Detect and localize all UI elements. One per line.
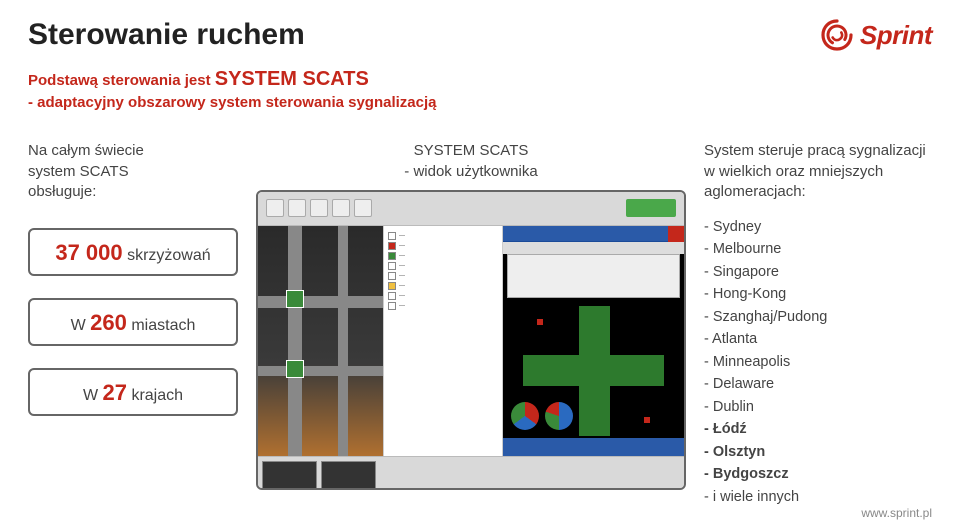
detail-tabs: [503, 242, 684, 254]
city-item: - Delaware: [704, 373, 932, 395]
toolbar-button: [332, 199, 350, 217]
detail-table: [507, 254, 680, 298]
pie-chart-icon: [511, 402, 539, 430]
screenshot-detail: [503, 226, 684, 456]
left-intro-3: obsługuje:: [28, 183, 96, 200]
slide: Sterowanie ruchem Podstawą sterowania je…: [0, 0, 960, 530]
stat3-prefix: W: [83, 387, 103, 404]
left-intro-2: system SCATS: [28, 163, 129, 180]
detail-titlebar: [503, 226, 684, 242]
toolbar-button: [354, 199, 372, 217]
scats-screenshot: — — — — — — — —: [256, 190, 686, 490]
screenshot-map: [258, 226, 383, 456]
toolbar-button: [266, 199, 284, 217]
stat3-label: krajach: [127, 387, 183, 404]
stat2-label: miastach: [127, 317, 195, 334]
subtitle-line2: - adaptacyjny obszarowy system sterowani…: [28, 93, 820, 113]
city-item: - Hong-Kong: [704, 283, 932, 305]
left-intro-1: Na całym świecie: [28, 142, 144, 159]
pie-chart-icon: [545, 402, 573, 430]
right-intro: System steruje pracą sygnalizacji w wiel…: [704, 141, 932, 202]
city-item: - Łódź: [704, 418, 932, 440]
subtitle: Podstawą sterowania jest SYSTEM SCATS - …: [28, 66, 820, 113]
city-list: - Sydney- Melbourne- Singapore- Hong-Kon…: [704, 216, 932, 508]
city-item: - Dublin: [704, 396, 932, 418]
stat1-value: 37 000: [55, 240, 122, 265]
footer-url: www.sprint.pl: [861, 506, 932, 520]
screenshot-legend: — — — — — — — —: [383, 226, 503, 456]
middle-column: SYSTEM SCATS - widok użytkownika: [256, 141, 686, 490]
left-column: Na całym świecie system SCATS obsługuje:…: [28, 141, 238, 416]
page-title: Sterowanie ruchem: [28, 18, 820, 52]
screenshot-toolbar: [258, 192, 684, 226]
detail-statusbar: [503, 438, 684, 456]
header: Sterowanie ruchem Podstawą sterowania je…: [28, 18, 932, 113]
city-item: - Melbourne: [704, 238, 932, 260]
right-column: System steruje pracą sygnalizacji w wiel…: [704, 141, 932, 508]
close-icon: [668, 226, 684, 242]
screenshot-footer: [258, 456, 684, 490]
thumbnail: [262, 461, 317, 489]
city-item: - Sydney: [704, 216, 932, 238]
stat-box-countries: W 27 krajach: [28, 368, 238, 416]
logo: Sprint: [820, 18, 932, 52]
city-item: - Minneapolis: [704, 351, 932, 373]
city-item: - Atlanta: [704, 328, 932, 350]
left-intro: Na całym świecie system SCATS obsługuje:: [28, 141, 238, 202]
city-item: - Olsztyn: [704, 441, 932, 463]
screenshot-body: — — — — — — — —: [258, 226, 684, 456]
content-columns: Na całym świecie system SCATS obsługuje:…: [28, 141, 932, 508]
stat2-prefix: W: [71, 317, 91, 334]
city-item: - Singapore: [704, 261, 932, 283]
mid-title-1: SYSTEM SCATS: [414, 142, 529, 159]
mid-title: SYSTEM SCATS - widok użytkownika: [256, 141, 686, 182]
mid-title-2: - widok użytkownika: [404, 163, 537, 180]
logo-icon: [820, 18, 854, 52]
toolbar-status: [626, 199, 676, 217]
city-item: - i wiele innych: [704, 486, 932, 508]
stat-box-intersections: 37 000 skrzyżowań: [28, 228, 238, 276]
thumbnail: [321, 461, 376, 489]
stat1-label: skrzyżowań: [123, 247, 211, 264]
subtitle-system: SYSTEM SCATS: [215, 68, 369, 90]
header-text: Sterowanie ruchem Podstawą sterowania je…: [28, 18, 820, 113]
toolbar-button: [288, 199, 306, 217]
stat3-value: 27: [103, 380, 127, 405]
toolbar-button: [310, 199, 328, 217]
subtitle-prefix: Podstawą sterowania jest: [28, 72, 215, 89]
city-item: - Bydgoszcz: [704, 463, 932, 485]
city-item: - Szanghaj/Pudong: [704, 306, 932, 328]
stat-box-cities: W 260 miastach: [28, 298, 238, 346]
logo-text: Sprint: [860, 20, 932, 51]
stat2-value: 260: [90, 310, 127, 335]
